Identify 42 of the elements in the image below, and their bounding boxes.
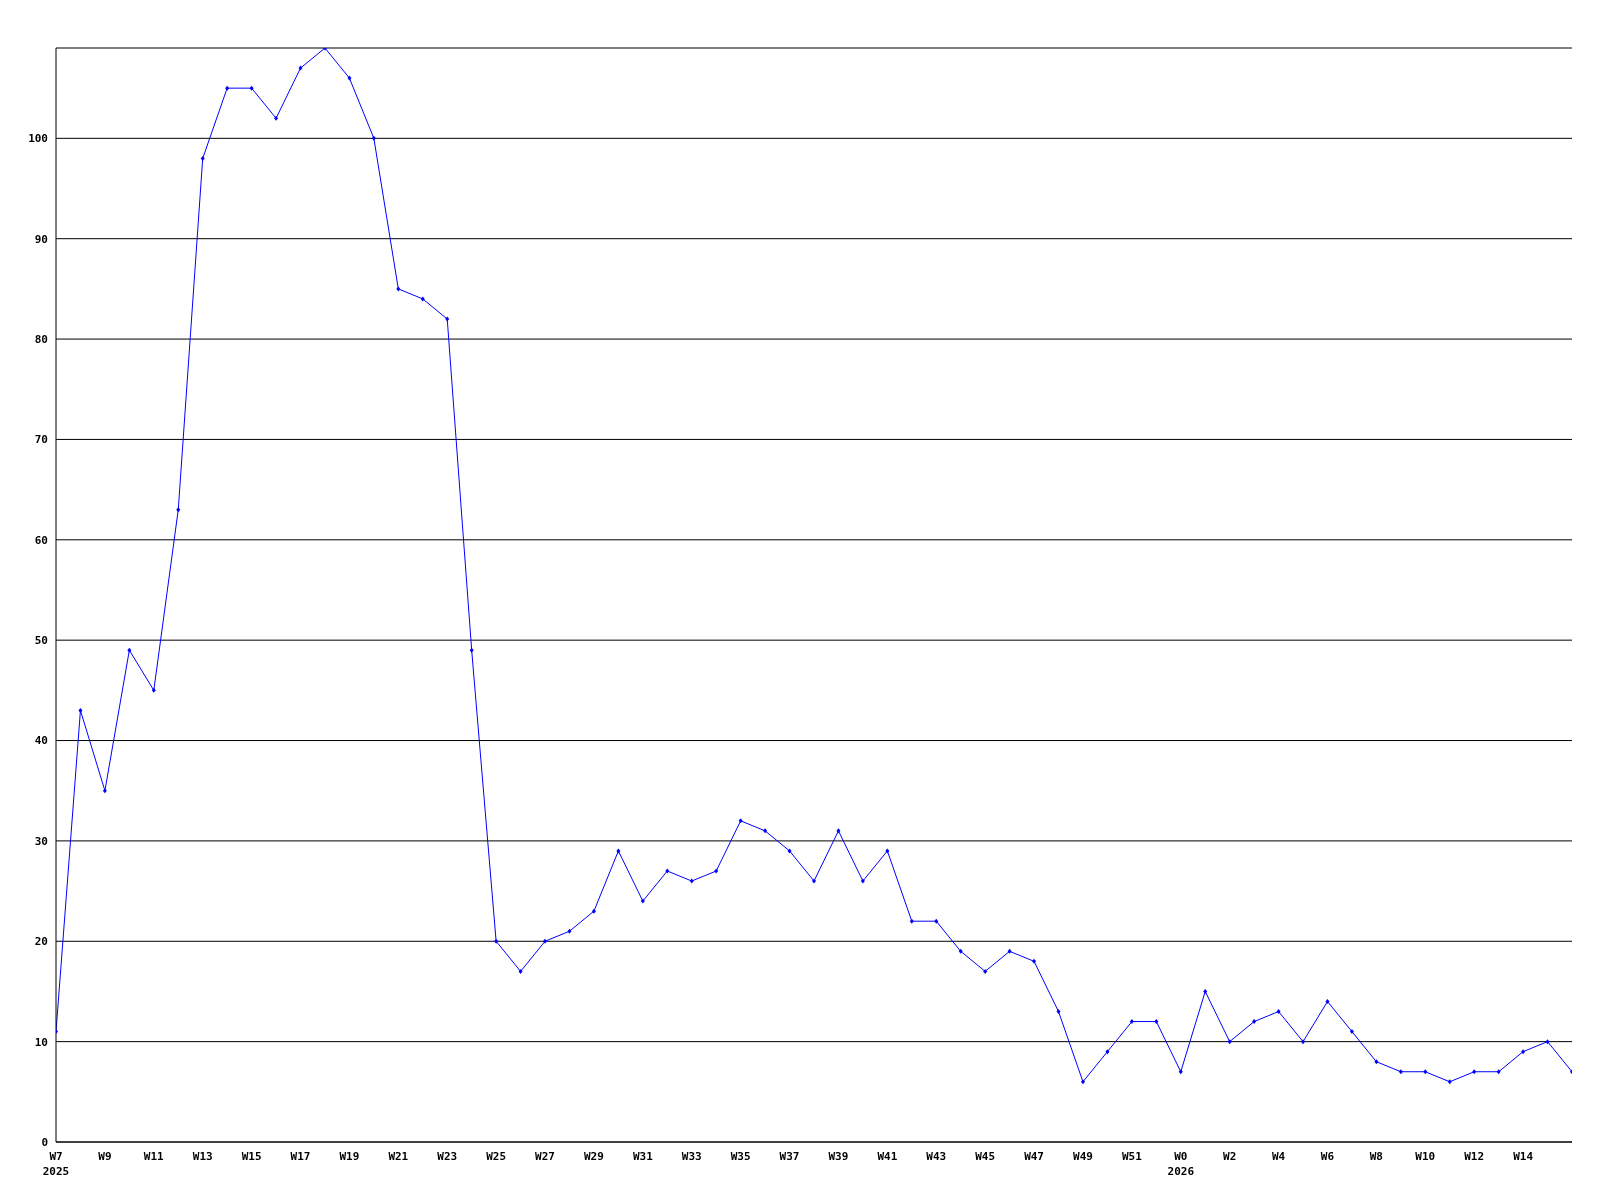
x-tick-label: W0 2026 (1167, 1150, 1195, 1178)
x-tick-label: W4 (1271, 1150, 1286, 1163)
y-tick-label: 30 (34, 834, 48, 848)
x-tick-label: W12 (1464, 1150, 1485, 1163)
x-tick-label: W13 (192, 1150, 213, 1163)
x-tick-label: W6 (1320, 1150, 1335, 1163)
y-tick-label: 40 (34, 734, 48, 748)
x-tick-label: W7 2025 (42, 1150, 70, 1178)
x-tick-label: W8 (1369, 1150, 1384, 1163)
y-tick-label: 70 (34, 433, 48, 447)
x-tick-label: W33 (681, 1150, 702, 1163)
x-tick-label: W17 (290, 1150, 311, 1163)
x-tick-label: W10 (1415, 1150, 1436, 1163)
x-tick-label: W14 (1513, 1150, 1534, 1163)
x-tick-label: W31 (632, 1150, 654, 1163)
y-tick-label: 60 (34, 533, 48, 547)
x-tick-label: W41 (877, 1150, 898, 1163)
x-tick-label: W27 (535, 1150, 555, 1163)
x-tick-label: W45 (975, 1150, 996, 1163)
x-tick-label: W51 (1121, 1150, 1143, 1163)
x-tick-label: W37 (779, 1150, 800, 1163)
x-tick-label: W25 (486, 1150, 507, 1163)
x-tick-label: W9 (98, 1150, 112, 1163)
y-tick-label: 50 (34, 634, 48, 648)
x-tick-label: W43 (926, 1150, 947, 1163)
y-tick-label: 90 (34, 232, 48, 246)
x-tick-label: W2 (1223, 1150, 1237, 1163)
x-tick-label: W35 (730, 1150, 751, 1163)
x-tick-label: W29 (584, 1150, 604, 1163)
x-tick-label: W23 (437, 1150, 458, 1163)
y-tick-label: 100 (28, 132, 48, 146)
y-tick-label: 80 (34, 332, 48, 346)
x-tick-label: W11 (143, 1150, 165, 1163)
y-tick-label: 0 (41, 1135, 48, 1149)
y-tick-label: 10 (34, 1035, 48, 1049)
x-tick-label: W49 (1073, 1150, 1093, 1163)
x-tick-label: W19 (339, 1150, 360, 1163)
x-tick-label: W15 (241, 1150, 262, 1163)
y-tick-label: 20 (34, 935, 48, 949)
x-tick-label: W47 (1024, 1150, 1044, 1163)
x-tick-label: W39 (828, 1150, 849, 1163)
x-tick-label: W21 (388, 1150, 409, 1163)
